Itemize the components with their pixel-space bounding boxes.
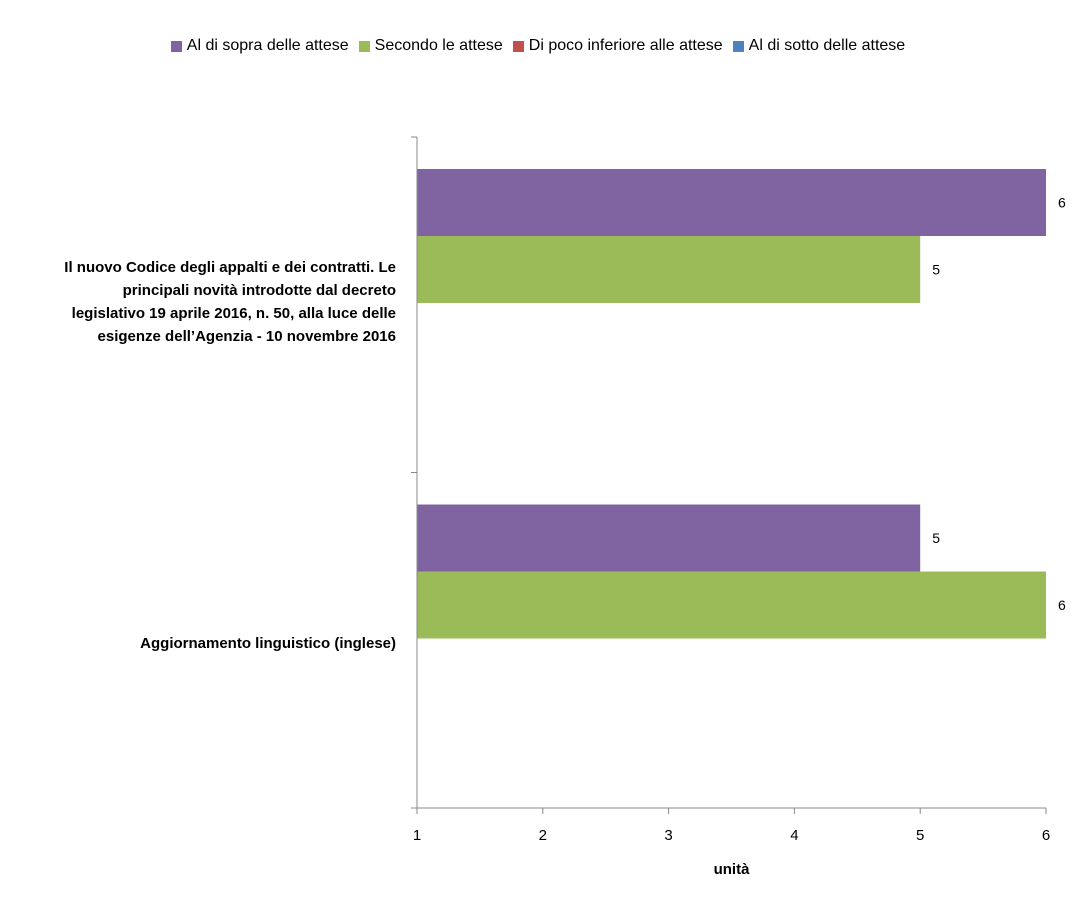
x-tick-label: 3: [664, 827, 672, 844]
legend-swatch-below-expectations: [732, 40, 744, 52]
x-tick-label: 6: [1042, 827, 1050, 844]
category-label-line: Il nuovo Codice degli appalti e dei cont…: [64, 259, 396, 276]
legend-swatch-as-expected: [358, 40, 370, 52]
chart-legend: Al di sopra delle attese Secondo le atte…: [0, 34, 1076, 58]
bar-value-label: 5: [932, 530, 940, 546]
bar-value-label: 5: [932, 262, 940, 278]
bar-series-0-category-1: [417, 504, 921, 572]
legend-label-above-expectations: Al di sopra delle attese: [186, 37, 349, 54]
legend-label-below-expectations: Al di sotto delle attese: [748, 37, 906, 54]
category-label-line: legislativo 19 aprile 2016, n. 50, alla …: [71, 305, 396, 322]
legend-swatch-slightly-below: [512, 40, 524, 52]
x-tick-label: 5: [916, 827, 924, 844]
x-tick-label: 4: [790, 827, 798, 844]
bar-value-label: 6: [1058, 195, 1066, 211]
category-label-aggiornamento-linguistico: Aggiornamento linguistico (inglese): [0, 632, 396, 655]
legend-item-slightly-below: Di poco inferiore alle attese: [512, 37, 723, 55]
x-tick-label: 1: [413, 827, 421, 844]
category-label-line: esigenze dell’Agenzia - 10 novembre 2016: [97, 328, 396, 345]
x-tick-label: 2: [539, 827, 547, 844]
x-axis-title: unità: [714, 861, 750, 878]
legend-item-as-expected: Secondo le attese: [358, 37, 503, 55]
legend-item-below-expectations: Al di sotto delle attese: [732, 37, 906, 55]
bar-value-label: 6: [1058, 597, 1066, 613]
bar-series-0-category-0: [417, 169, 1046, 236]
bar-series-1-category-1: [417, 571, 1046, 639]
legend-label-as-expected: Secondo le attese: [374, 37, 503, 54]
legend-swatch-above-expectations: [170, 40, 182, 52]
category-label-line: Aggiornamento linguistico (inglese): [140, 635, 396, 652]
category-label-codice-appalti: Il nuovo Codice degli appalti e dei cont…: [0, 256, 396, 348]
legend-label-slightly-below: Di poco inferiore alle attese: [528, 37, 723, 54]
category-label-line: principali novità introdotte dal decreto: [122, 282, 396, 299]
legend-item-above-expectations: Al di sopra delle attese: [170, 37, 349, 55]
bar-series-1-category-0: [417, 236, 921, 303]
